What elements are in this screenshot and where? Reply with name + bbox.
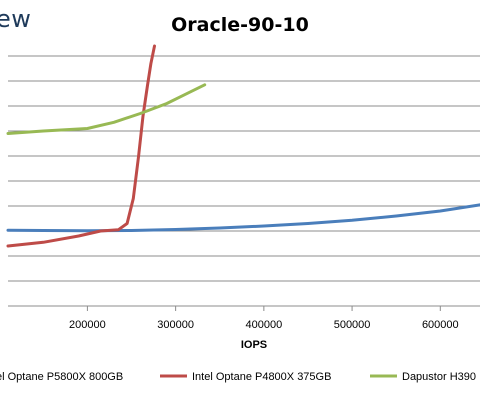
legend-label: el Optane P5800X 800GB — [0, 371, 123, 383]
series-line-3 — [6, 83, 207, 135]
x-tick-label: 300000 — [157, 319, 194, 331]
x-tick-label: 500000 — [334, 319, 371, 331]
legend-label: Dapustor H390 — [402, 371, 476, 383]
x-tick-label: 600000 — [422, 319, 459, 331]
chart-title: Oracle-90-10 — [171, 14, 309, 36]
legend-label: Intel Optane P4800X 375GB — [192, 371, 331, 383]
series-line-2 — [6, 44, 156, 248]
x-tick-label: 200000 — [69, 319, 106, 331]
brand-logo-text: ew — [0, 5, 32, 33]
x-tick-label: 400000 — [245, 319, 282, 331]
x-axis-label: IOPS — [241, 339, 267, 351]
series-line-1 — [6, 203, 480, 233]
